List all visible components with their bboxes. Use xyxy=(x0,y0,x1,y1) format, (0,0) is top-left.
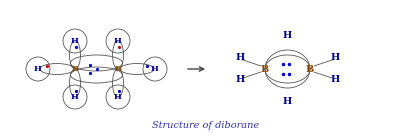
Text: H: H xyxy=(235,54,245,62)
Text: B: B xyxy=(115,65,122,73)
Text: Structure of diborane: Structure of diborane xyxy=(152,121,260,129)
Text: H: H xyxy=(235,75,245,85)
Text: H: H xyxy=(114,37,122,45)
Text: B: B xyxy=(306,65,314,73)
Text: H: H xyxy=(114,93,122,101)
Text: H: H xyxy=(283,32,292,41)
Text: H: H xyxy=(71,37,79,45)
Text: H: H xyxy=(330,75,339,85)
Text: H: H xyxy=(330,54,339,62)
Text: H: H xyxy=(34,65,42,73)
Text: H: H xyxy=(151,65,159,73)
Text: B: B xyxy=(261,65,269,73)
Text: H: H xyxy=(71,93,79,101)
Text: B: B xyxy=(71,65,79,73)
Text: H: H xyxy=(283,98,292,106)
